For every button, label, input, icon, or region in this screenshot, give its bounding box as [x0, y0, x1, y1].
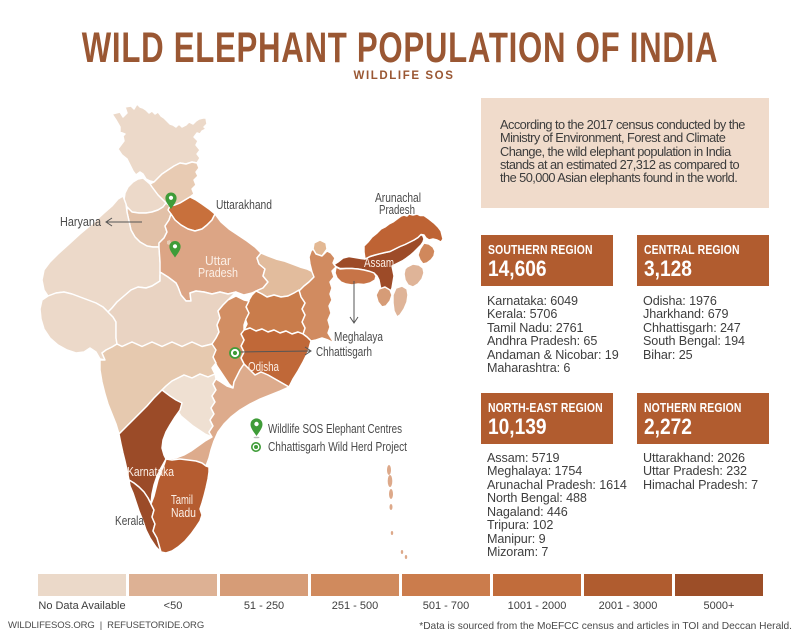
svg-text:Meghalaya: Meghalaya [334, 330, 383, 344]
svg-text:Tamil: Tamil [171, 493, 193, 507]
svg-text:Assam: Assam [364, 256, 394, 270]
svg-text:Uttarakhand: Uttarakhand [216, 198, 272, 212]
svg-text:Kerala: Kerala [115, 514, 144, 528]
svg-text:Nadu: Nadu [171, 506, 196, 520]
svg-text:Odisha: Odisha [248, 360, 279, 374]
svg-text:Wildlife SOS Elephant Centres: Wildlife SOS Elephant Centres [268, 421, 402, 436]
svg-text:Pradesh: Pradesh [198, 266, 238, 280]
svg-text:Uttar: Uttar [205, 254, 231, 268]
svg-text:Haryana: Haryana [60, 215, 101, 229]
svg-text:Arunachal: Arunachal [375, 191, 421, 205]
svg-text:Chhattisgarh: Chhattisgarh [316, 345, 372, 359]
svg-text:Chhattisgarh Wild Herd Project: Chhattisgarh Wild Herd Project [268, 439, 407, 454]
svg-text:Karnataka: Karnataka [127, 465, 174, 479]
svg-text:Pradesh: Pradesh [379, 203, 415, 217]
